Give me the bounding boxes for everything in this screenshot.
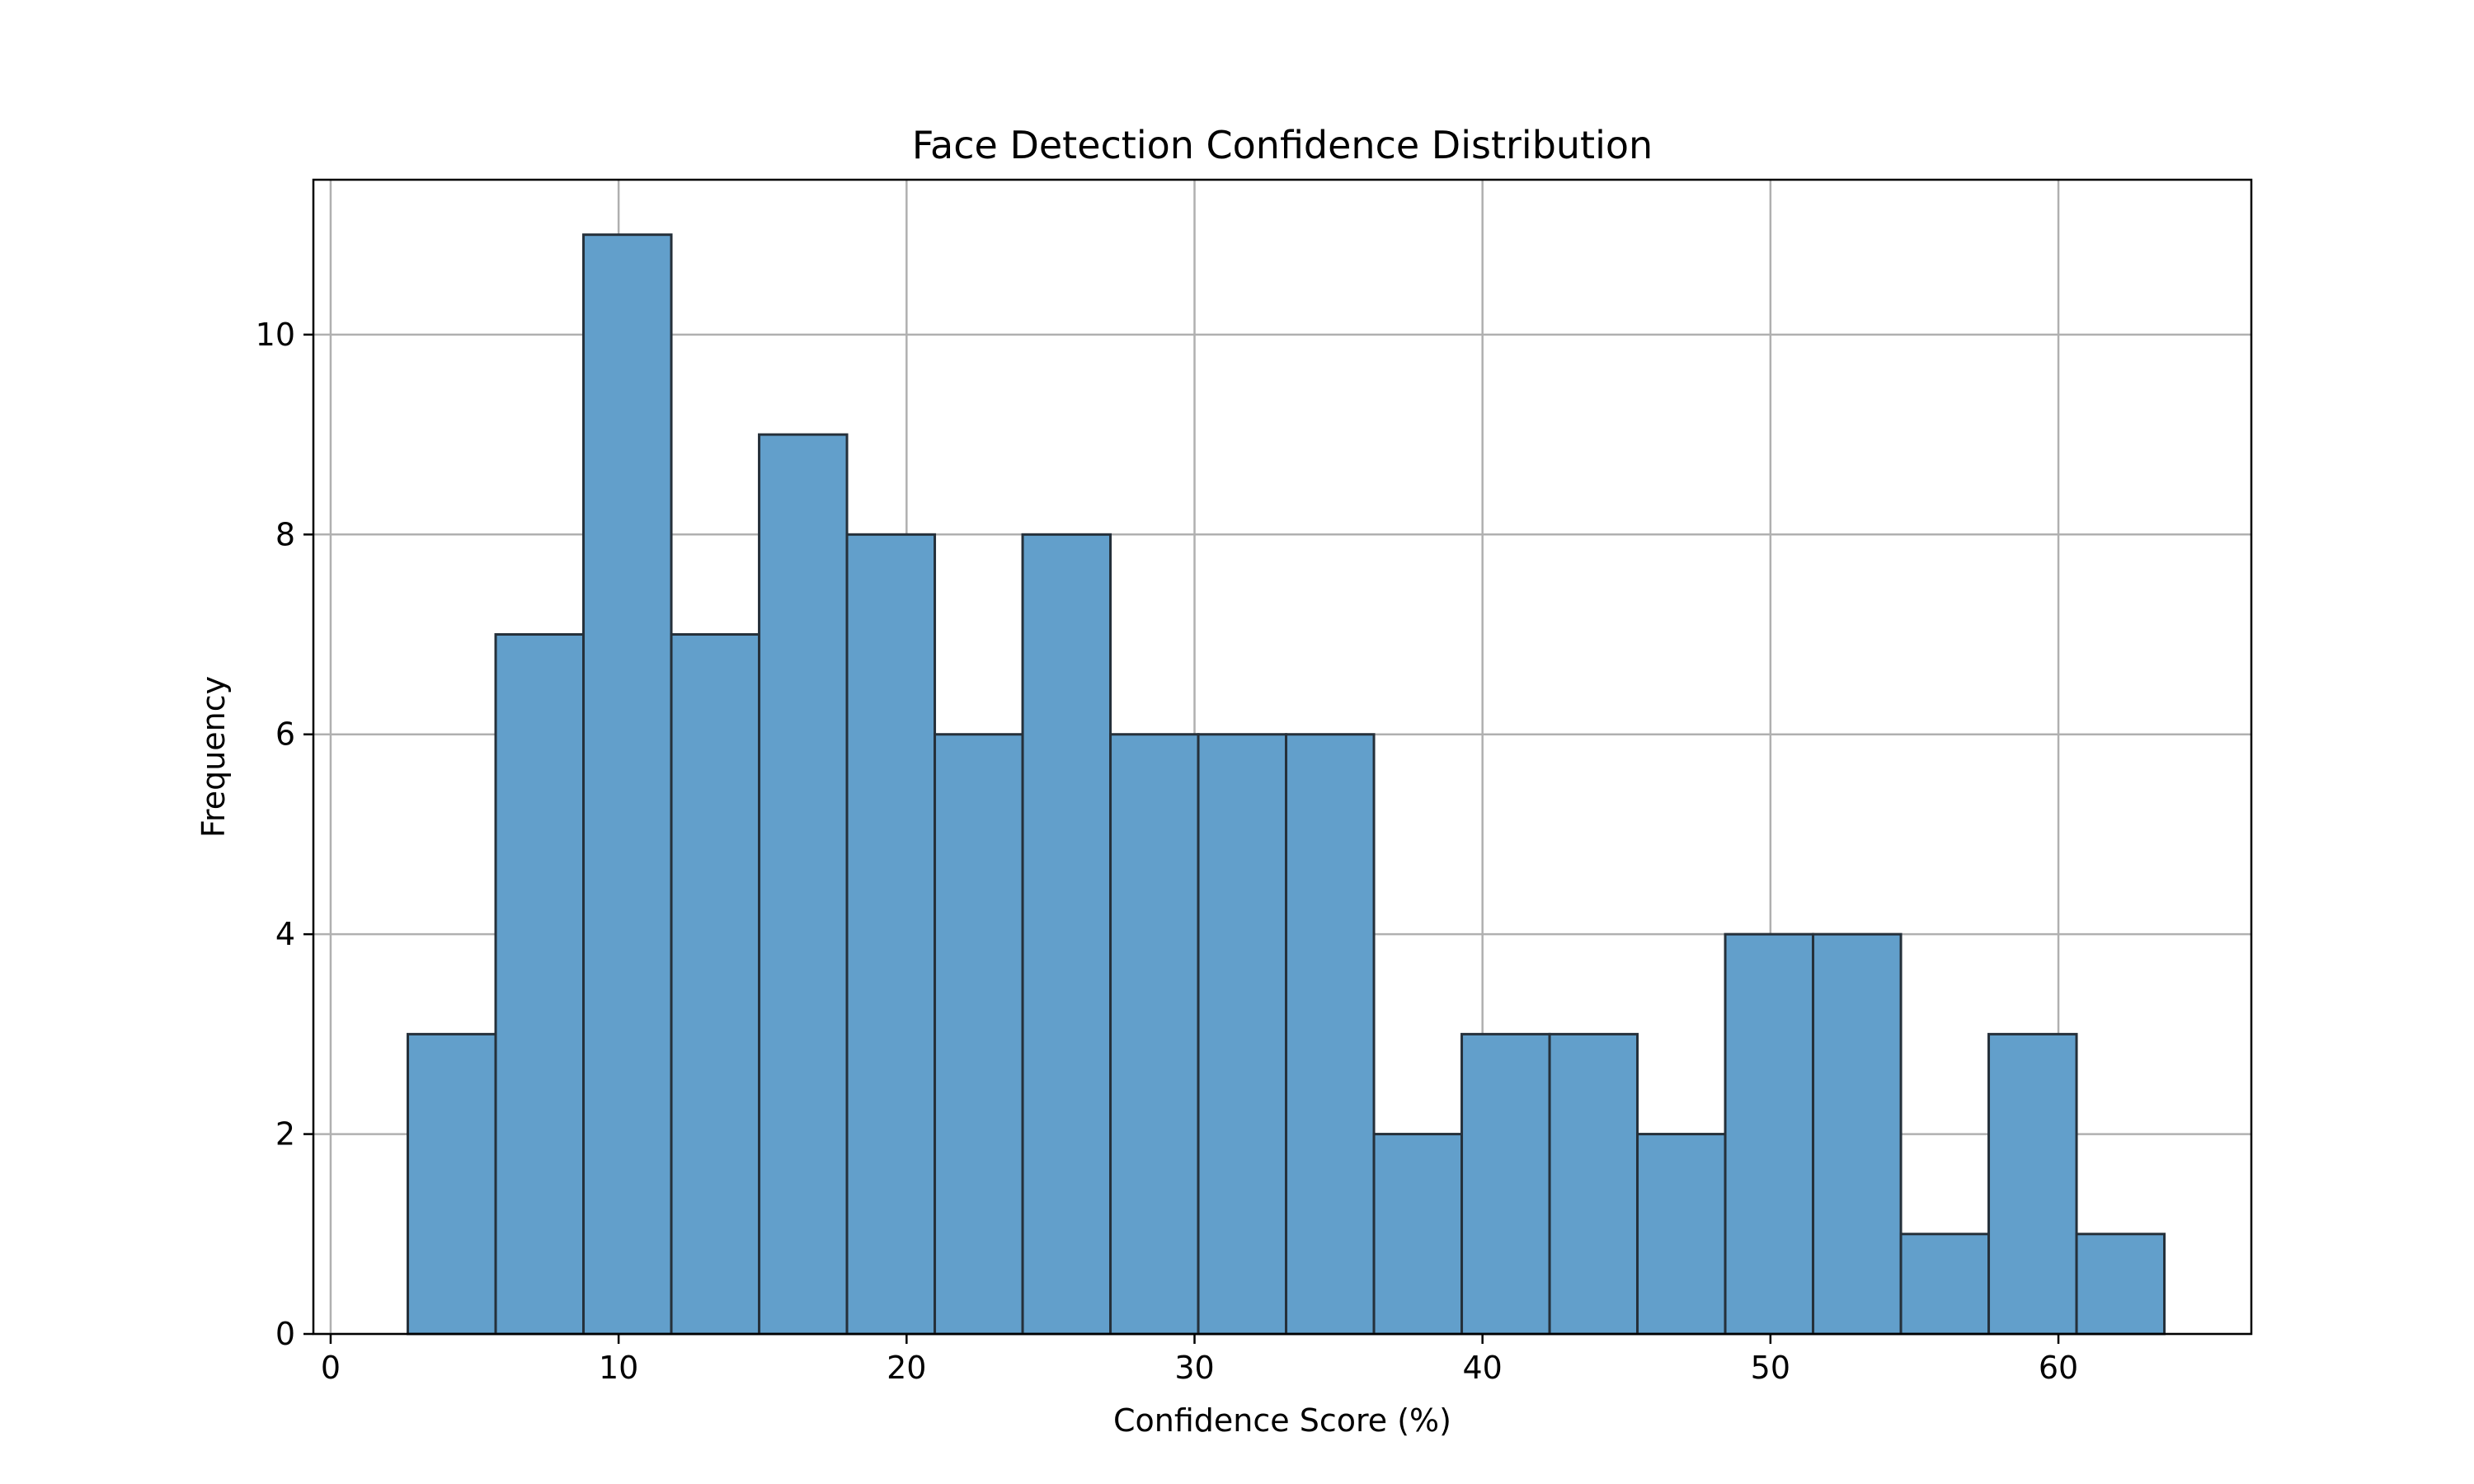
y-tick-label: 10	[256, 317, 295, 353]
histogram-bar	[934, 733, 1024, 1336]
x-axis-ticks: 0 10 20 30 40 50 60	[321, 1334, 2078, 1386]
histogram-bar	[1109, 733, 1200, 1336]
histogram-bars	[407, 233, 2166, 1336]
histogram-bar	[1987, 1032, 2078, 1336]
y-tick-label: 8	[275, 516, 295, 552]
histogram-bar	[2075, 1233, 2166, 1336]
histogram-bar	[670, 633, 761, 1336]
histogram-bar	[1812, 932, 1903, 1336]
histogram-bar	[494, 633, 586, 1336]
x-tick-label: 50	[1751, 1350, 1790, 1386]
y-tick-label: 2	[275, 1116, 295, 1153]
x-axis-label: Confidence Score (%)	[1113, 1402, 1451, 1439]
histogram-bar	[1460, 1032, 1551, 1336]
x-tick-label: 0	[321, 1350, 341, 1386]
y-tick-label: 6	[275, 716, 295, 753]
chart-title: Face Detection Confidence Distribution	[912, 123, 1653, 167]
x-tick-label: 60	[2039, 1350, 2078, 1386]
histogram-bar	[1372, 1133, 1464, 1336]
histogram-bar	[1636, 1133, 1727, 1336]
histogram-bar	[1548, 1032, 1639, 1336]
x-tick-label: 10	[599, 1350, 638, 1386]
y-tick-label: 4	[275, 916, 295, 952]
histogram-bar	[1197, 733, 1288, 1336]
y-tick-label: 0	[275, 1316, 295, 1352]
histogram-bar	[1285, 733, 1376, 1336]
y-axis-label: Frequency	[195, 676, 232, 838]
histogram-bar	[845, 533, 937, 1336]
x-tick-label: 20	[887, 1350, 926, 1386]
x-tick-label: 40	[1463, 1350, 1503, 1386]
histogram-bar	[758, 433, 849, 1336]
histogram-bar	[1899, 1233, 1991, 1336]
histogram-bar	[407, 1032, 497, 1336]
histogram-bar	[1021, 533, 1112, 1336]
histogram-bar	[1724, 932, 1815, 1336]
x-tick-label: 30	[1174, 1350, 1214, 1386]
plot-frame	[312, 178, 2253, 1336]
y-axis-ticks: 0 2 4 6 8 10	[256, 317, 313, 1352]
histogram-bar	[582, 233, 673, 1336]
